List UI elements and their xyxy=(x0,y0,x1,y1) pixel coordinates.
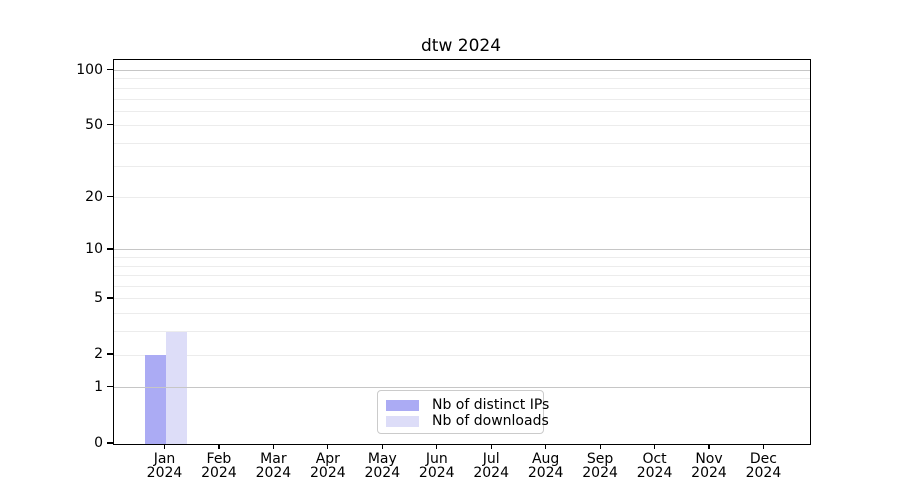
gridline-minor xyxy=(114,197,810,199)
y-tick-mark xyxy=(107,196,113,198)
legend-entry-distinct-ips: Nb of distinct IPs xyxy=(386,397,549,413)
x-tick-label: May 2024 xyxy=(364,451,401,481)
legend-swatch-distinct-ips xyxy=(386,399,419,411)
gridline-minor xyxy=(114,78,810,80)
y-tick-mark xyxy=(107,386,113,388)
x-tick-label: Oct 2024 xyxy=(636,451,673,481)
y-tick-label: 10 xyxy=(85,240,103,257)
y-tick-label: 50 xyxy=(85,116,103,133)
x-tick-mark xyxy=(545,444,547,449)
y-tick-mark xyxy=(107,442,113,444)
legend-swatch-downloads xyxy=(386,415,419,427)
x-tick-mark xyxy=(218,444,220,449)
x-tick-mark xyxy=(653,444,656,449)
y-tick-label: 2 xyxy=(94,346,103,363)
gridline-major xyxy=(114,70,810,71)
gridline-minor xyxy=(114,87,810,89)
x-tick-label: Sep 2024 xyxy=(582,451,618,481)
y-tick-label: 100 xyxy=(76,61,103,78)
y-tick-label: 1 xyxy=(94,378,103,395)
legend: Nb of distinct IPs Nb of downloads xyxy=(377,390,549,434)
gridline-minor xyxy=(114,286,810,288)
gridline-minor xyxy=(114,275,810,277)
x-tick-label: Aug 2024 xyxy=(527,451,564,481)
x-tick-mark xyxy=(327,444,329,449)
chart-title: dtw 2024 xyxy=(420,36,502,56)
x-tick-label: Jul 2024 xyxy=(473,451,509,481)
gridline-minor xyxy=(114,257,810,259)
x-tick-mark xyxy=(381,444,383,449)
gridline-minor xyxy=(114,110,810,112)
y-tick-mark xyxy=(107,124,113,126)
y-tick-label: 5 xyxy=(94,289,103,306)
legend-entry-downloads: Nb of downloads xyxy=(386,413,549,429)
x-tick-label: Dec 2024 xyxy=(745,451,782,481)
x-tick-label: Nov 2024 xyxy=(691,451,727,481)
y-tick-mark xyxy=(107,68,113,71)
gridline-minor xyxy=(114,125,810,127)
gridline-minor xyxy=(114,354,810,356)
gridline-minor xyxy=(114,313,810,315)
y-tick-mark xyxy=(107,353,113,355)
gridline-minor xyxy=(114,165,810,167)
gridline-major xyxy=(114,387,810,389)
x-tick-mark xyxy=(436,444,438,449)
x-tick-mark xyxy=(762,444,765,449)
gridline-minor xyxy=(114,142,810,144)
x-tick-mark xyxy=(708,444,710,449)
gridline-minor xyxy=(114,331,810,333)
y-tick-mark xyxy=(107,297,113,299)
plot-area xyxy=(113,59,811,445)
gridline-minor xyxy=(114,98,810,100)
gridline-major xyxy=(114,249,810,251)
x-tick-mark xyxy=(272,444,274,449)
x-tick-label: Mar 2024 xyxy=(255,451,292,481)
gridline-minor xyxy=(114,265,810,267)
gridline-minor xyxy=(114,298,810,300)
y-tick-label: 0 xyxy=(94,435,103,451)
legend-label-distinct-ips: Nb of distinct IPs xyxy=(432,397,550,413)
y-tick-label: 20 xyxy=(85,188,103,205)
x-tick-label: Feb 2024 xyxy=(201,451,237,481)
x-tick-label: Apr 2024 xyxy=(310,451,346,481)
y-tick-mark xyxy=(107,248,113,250)
x-tick-mark xyxy=(163,444,166,449)
x-tick-mark xyxy=(490,444,492,449)
bar-distinct-ips xyxy=(144,355,166,444)
x-tick-mark xyxy=(599,444,601,449)
x-tick-label: Jan 2024 xyxy=(146,451,183,481)
x-tick-label: Jun 2024 xyxy=(418,451,455,481)
legend-label-downloads: Nb of downloads xyxy=(432,413,549,429)
